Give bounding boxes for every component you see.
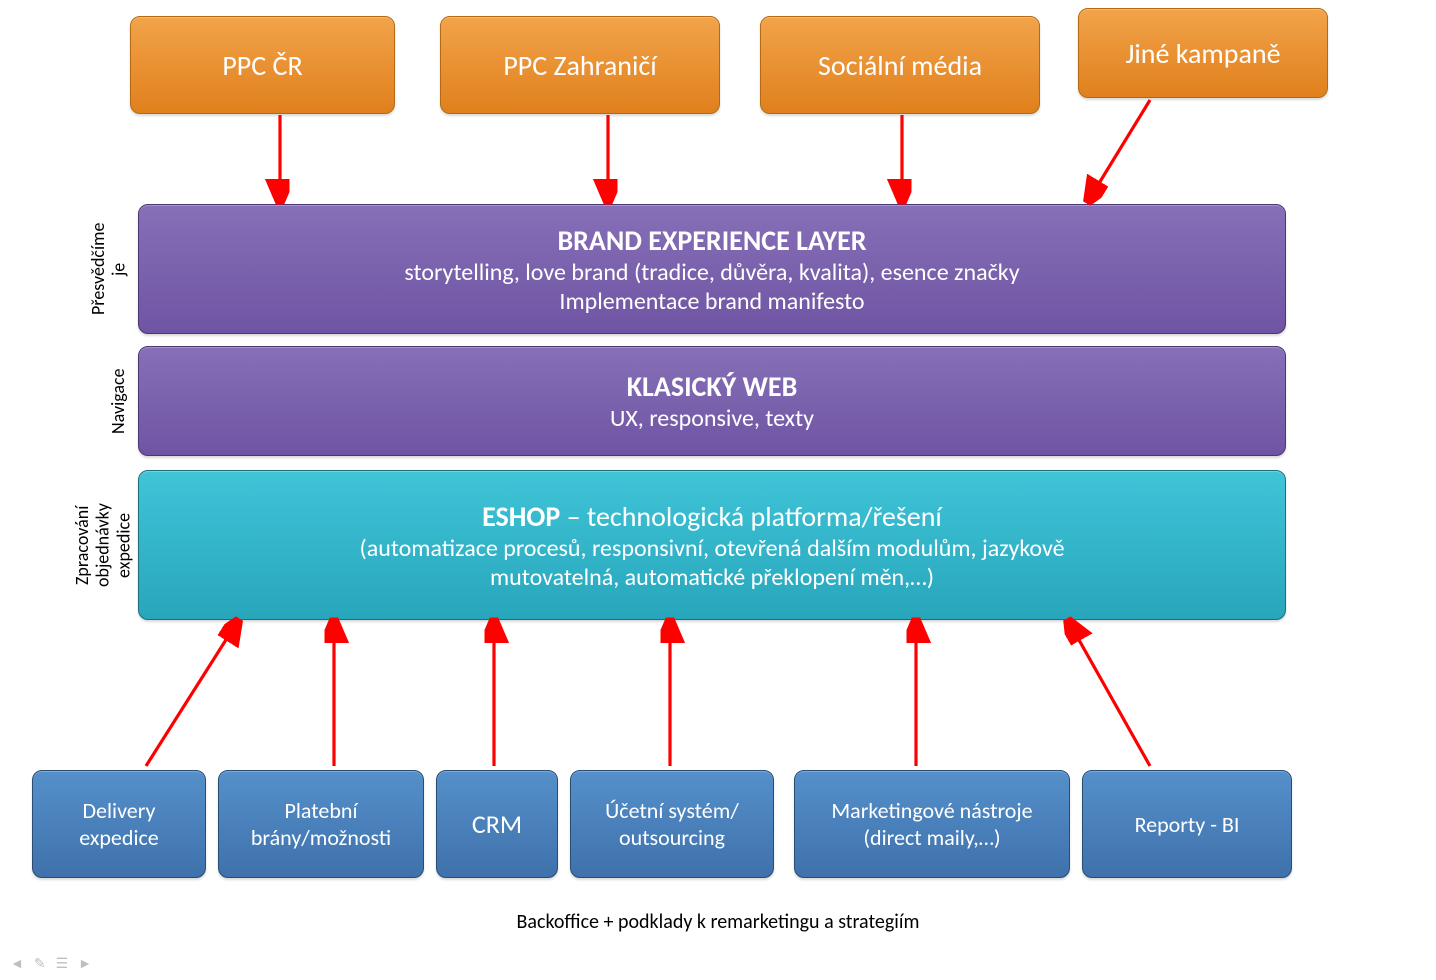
layer-subtitle: storytelling, love brand (tradice, důvěr… xyxy=(404,258,1019,287)
layer-title: KLASICKÝ WEB xyxy=(627,369,798,404)
top-box-label: Sociální média xyxy=(818,48,982,83)
bottom-box-line: outsourcing xyxy=(619,824,725,851)
bottom-box-crm: CRM xyxy=(436,770,558,878)
layer-title: BRAND EXPERIENCE LAYER xyxy=(557,223,866,258)
layer-subtitle: UX, responsive, texty xyxy=(610,404,814,433)
top-box-ppc-zahranici: PPC Zahraničí xyxy=(440,16,720,114)
bottom-box-line: Reporty - BI xyxy=(1135,811,1240,838)
top-box-label: PPC ČR xyxy=(222,48,302,83)
bottom-box-line: Účetní systém/ xyxy=(605,797,739,824)
arrow-bottom xyxy=(1070,624,1150,766)
bottom-box-line: (direct maily,…) xyxy=(863,824,1000,851)
side-label-navigation: Navigace xyxy=(108,346,129,456)
arrow-top xyxy=(1090,100,1150,198)
bottom-box-line: Delivery xyxy=(83,797,156,824)
slide-toolbar: ◄ ✎ ☰ ► xyxy=(10,955,92,972)
top-box-label: PPC Zahraničí xyxy=(503,48,656,83)
bottom-label: Backoffice + podklady k remarketingu a s… xyxy=(0,910,1436,934)
bottom-box-line: CRM xyxy=(472,808,522,840)
top-box-ppc-cr: PPC ČR xyxy=(130,16,395,114)
bottom-box-line: Marketingové nástroje xyxy=(831,797,1032,824)
bottom-box-line: expedice xyxy=(79,824,159,851)
bottom-box-line: Platební xyxy=(285,797,358,824)
next-icon: ► xyxy=(78,955,92,972)
side-label-persuade: Přesvědčíme je xyxy=(88,204,129,334)
bottom-box-delivery: Delivery expedice xyxy=(32,770,206,878)
prev-icon: ◄ xyxy=(10,955,24,972)
top-box-label: Jiné kampaně xyxy=(1125,36,1280,71)
bottom-box-payment: Platební brány/možnosti xyxy=(218,770,424,878)
classic-web-layer: KLASICKÝ WEB UX, responsive, texty xyxy=(138,346,1286,456)
menu-icon: ☰ xyxy=(56,955,69,972)
bottom-box-accounting: Účetní systém/ outsourcing xyxy=(570,770,774,878)
pen-icon: ✎ xyxy=(34,955,46,972)
layer-subtitle: Implementace brand manifesto xyxy=(559,287,864,316)
eshop-layer: ESHOP – technologická platforma/řešení (… xyxy=(138,470,1286,620)
bottom-box-reports: Reporty - BI xyxy=(1082,770,1292,878)
arrow-bottom xyxy=(146,624,236,766)
top-box-other-campaigns: Jiné kampaně xyxy=(1078,8,1328,98)
top-box-social-media: Sociální média xyxy=(760,16,1040,114)
bottom-box-marketing: Marketingové nástroje (direct maily,…) xyxy=(794,770,1070,878)
layer-title: ESHOP – technologická platforma/řešení xyxy=(482,499,942,534)
brand-experience-layer: BRAND EXPERIENCE LAYER storytelling, lov… xyxy=(138,204,1286,334)
layer-subtitle: mutovatelná, automatické překlopení měn,… xyxy=(490,563,934,592)
bottom-box-line: brány/možnosti xyxy=(251,824,391,851)
layer-subtitle: (automatizace procesů, responsivní, otev… xyxy=(359,534,1064,563)
side-label-order-processing: Zpracování objednávky expedice xyxy=(72,470,134,620)
